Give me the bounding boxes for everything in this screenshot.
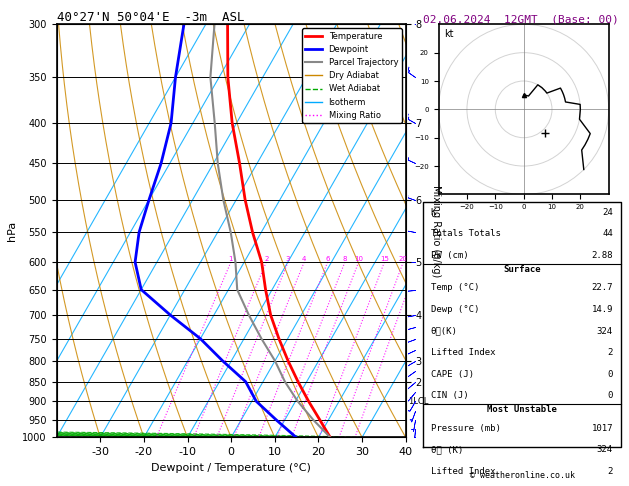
Text: 20: 20 xyxy=(399,256,408,262)
Text: kt: kt xyxy=(443,29,454,39)
Text: 1LCL: 1LCL xyxy=(408,397,428,406)
Text: Lifted Index: Lifted Index xyxy=(431,467,495,476)
Text: 324: 324 xyxy=(597,327,613,336)
Text: Lifted Index: Lifted Index xyxy=(431,348,495,357)
Text: 40°27'N 50°04'E  -3m  ASL: 40°27'N 50°04'E -3m ASL xyxy=(57,11,244,24)
Text: 8: 8 xyxy=(343,256,347,262)
Text: © weatheronline.co.uk: © weatheronline.co.uk xyxy=(470,471,574,480)
Text: θᴇ(K): θᴇ(K) xyxy=(431,327,457,336)
X-axis label: Dewpoint / Temperature (°C): Dewpoint / Temperature (°C) xyxy=(151,463,311,473)
Text: 2.88: 2.88 xyxy=(591,251,613,260)
Text: 4: 4 xyxy=(302,256,306,262)
Text: 2: 2 xyxy=(264,256,269,262)
Text: 24: 24 xyxy=(602,208,613,217)
Text: 3: 3 xyxy=(286,256,291,262)
Text: 15: 15 xyxy=(380,256,389,262)
Text: Pressure (mb): Pressure (mb) xyxy=(431,424,501,433)
Text: 0: 0 xyxy=(608,391,613,400)
Text: Surface: Surface xyxy=(503,265,540,274)
Text: 2: 2 xyxy=(608,467,613,476)
Text: 1: 1 xyxy=(228,256,233,262)
Text: PW (cm): PW (cm) xyxy=(431,251,468,260)
Text: Totals Totals: Totals Totals xyxy=(431,229,501,239)
Text: 6: 6 xyxy=(325,256,330,262)
Text: 22.7: 22.7 xyxy=(591,283,613,293)
Text: 1017: 1017 xyxy=(591,424,613,433)
Text: 44: 44 xyxy=(602,229,613,239)
Y-axis label: hPa: hPa xyxy=(7,221,17,241)
Text: CIN (J): CIN (J) xyxy=(431,391,468,400)
Text: Dewp (°C): Dewp (°C) xyxy=(431,305,479,314)
Text: CAPE (J): CAPE (J) xyxy=(431,370,474,379)
Text: K: K xyxy=(431,208,436,217)
Text: θᴇ (K): θᴇ (K) xyxy=(431,445,463,454)
Text: 324: 324 xyxy=(597,445,613,454)
Y-axis label: Mixing Ratio (g/kg): Mixing Ratio (g/kg) xyxy=(431,185,441,277)
Text: 14.9: 14.9 xyxy=(591,305,613,314)
Text: 2: 2 xyxy=(608,348,613,357)
Text: 0: 0 xyxy=(608,370,613,379)
Legend: Temperature, Dewpoint, Parcel Trajectory, Dry Adiabat, Wet Adiabat, Isotherm, Mi: Temperature, Dewpoint, Parcel Trajectory… xyxy=(302,29,401,123)
Text: Most Unstable: Most Unstable xyxy=(487,405,557,415)
Text: Temp (°C): Temp (°C) xyxy=(431,283,479,293)
Text: 02.06.2024  12GMT  (Base: 00): 02.06.2024 12GMT (Base: 00) xyxy=(423,15,618,25)
Text: 10: 10 xyxy=(354,256,363,262)
